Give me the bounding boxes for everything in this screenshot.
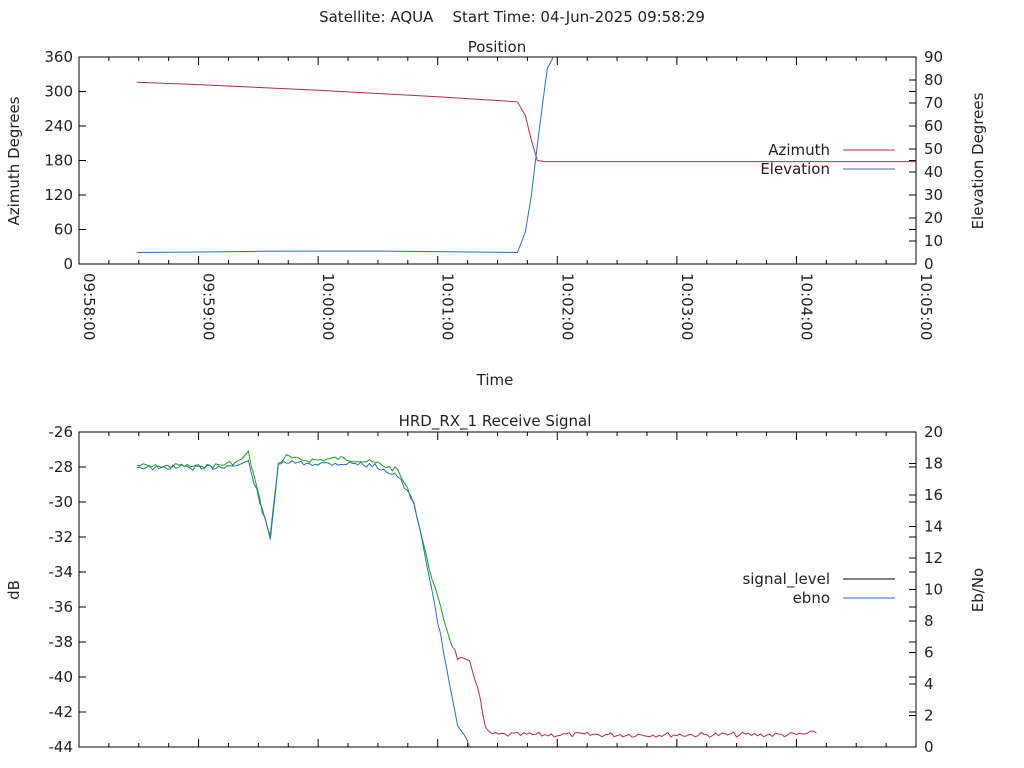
y2-tick-label: 2 [924, 707, 934, 725]
y-tick-label: 360 [44, 48, 73, 66]
y2-tick-label: 18 [924, 455, 943, 473]
y-tick-label: 300 [44, 83, 73, 101]
plot-frame [78, 431, 917, 748]
y-tick-label: -40 [49, 668, 74, 686]
y2-tick-label: 0 [924, 738, 934, 756]
signal-plot-frame [78, 431, 917, 748]
y-tick-label: -42 [49, 703, 74, 721]
y2-tick-label: 30 [924, 186, 943, 204]
y-tick-label: 0 [63, 255, 73, 273]
y2-tick-label: 80 [924, 71, 943, 89]
x-tick-label: 10:01:00 [439, 273, 457, 340]
signal-chart: HRD_RX_1 Receive Signal dB Eb/No -44-42-… [5, 412, 987, 756]
y2-tick-label: 4 [924, 675, 934, 693]
y-tick-label: -30 [49, 493, 74, 511]
page-title: Satellite: AQUA Start Time: 04-Jun-2025 … [319, 8, 705, 26]
y2-tick-label: 8 [924, 612, 934, 630]
series-line-elevation [136, 56, 554, 254]
signal-title: HRD_RX_1 Receive Signal [399, 412, 592, 431]
series-line-signal-level-low [454, 649, 817, 738]
signal-y-label: dB [5, 580, 23, 600]
y-tick-label: -28 [49, 458, 74, 476]
x-tick-label: 10:02:00 [558, 273, 576, 340]
x-tick-label: 10:04:00 [797, 273, 815, 340]
y2-tick-label: 6 [924, 644, 934, 662]
legend-label: signal_level [742, 570, 830, 589]
position-y-label: Azimuth Degrees [5, 96, 23, 225]
y-tick-label: -38 [49, 633, 74, 651]
x-tick-label: 09:58:00 [80, 273, 98, 340]
y-tick-label: -34 [49, 563, 74, 581]
y-tick-label: 240 [44, 117, 73, 135]
x-tick-label: 10:05:00 [917, 273, 935, 340]
legend-label: ebno [793, 589, 830, 607]
signal-ticks: -44 -42 -40 -38 -36 -34 -32 -30 -28 -26 0 2 4 6 8 10 12 1… [49, 423, 944, 756]
position-series [136, 56, 916, 254]
y-tick-label: -36 [49, 598, 74, 616]
legend-label: Azimuth [768, 141, 830, 159]
y2-tick-label: 40 [924, 163, 943, 181]
y2-tick-label: 14 [924, 518, 943, 536]
y-tick-label: -32 [49, 528, 74, 546]
y2-tick-label: 10 [924, 232, 943, 250]
y2-tick-label: 0 [924, 255, 934, 273]
y2-tick-label: 90 [924, 48, 943, 66]
position-chart: Position Time Azimuth Degrees Elevation … [5, 38, 987, 389]
y2-tick-label: 50 [924, 140, 943, 158]
y2-tick-label: 12 [924, 549, 943, 567]
y2-tick-label: 20 [924, 209, 943, 227]
y2-tick-label: 10 [924, 581, 943, 599]
y2-tick-label: 16 [924, 486, 943, 504]
y-tick-label: -44 [49, 738, 74, 756]
series-line-azimuth [136, 81, 916, 163]
y-tick-label: 60 [54, 221, 73, 239]
y2-tick-label: 70 [924, 94, 943, 112]
y2-tick-label: 60 [924, 117, 943, 135]
x-tick-label: 10:00:00 [319, 273, 337, 340]
series-line-signal-level [136, 450, 456, 651]
position-ticks: 0 60 120 180 240 300 360 0 10 20 30 40 50 60 70 80 90 09:… [44, 48, 943, 340]
position-y2-label: Elevation Degrees [969, 92, 987, 229]
y-tick-label: 120 [44, 186, 73, 204]
legend-label: Elevation [760, 160, 830, 178]
signal-series [136, 450, 817, 748]
series-line-ebno [136, 459, 471, 748]
y-tick-label: 180 [44, 152, 73, 170]
signal-y2-label: Eb/No [969, 568, 987, 612]
position-title: Position [468, 38, 526, 56]
y-tick-label: -26 [49, 423, 74, 441]
position-x-label: Time [476, 371, 514, 389]
x-tick-label: 09:59:00 [200, 273, 218, 340]
y2-tick-label: 20 [924, 423, 943, 441]
x-tick-label: 10:03:00 [678, 273, 696, 340]
